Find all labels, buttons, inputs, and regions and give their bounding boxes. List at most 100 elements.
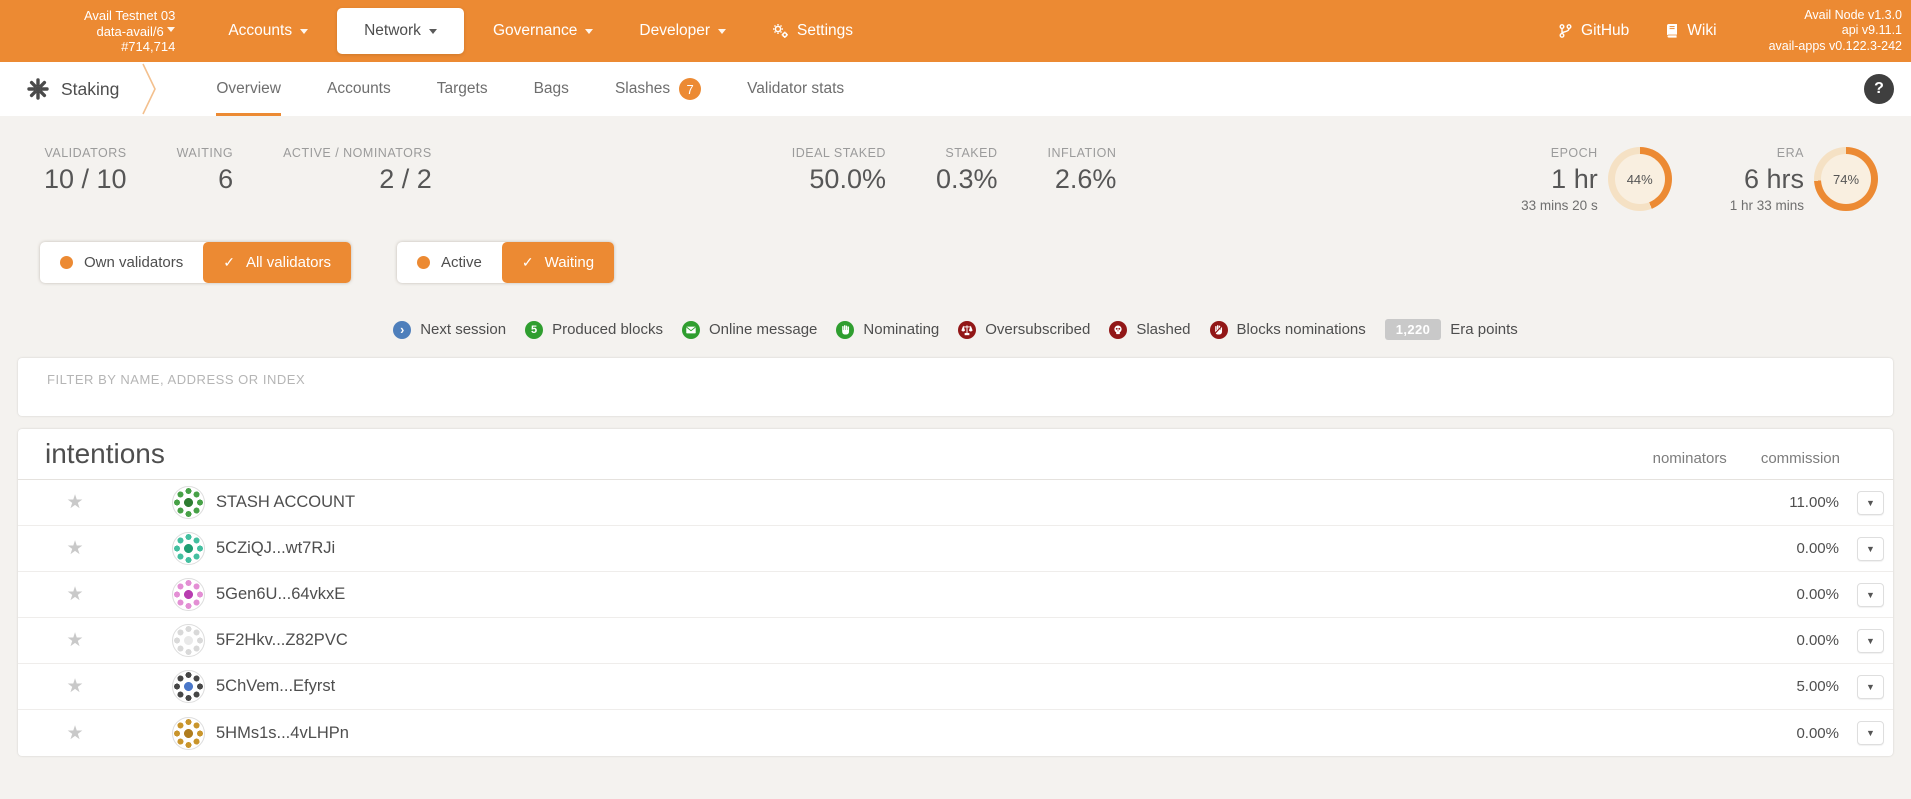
tab-accounts[interactable]: Accounts: [304, 62, 414, 116]
account-identicon[interactable]: [172, 624, 205, 658]
table-row: ★ STASH ACCOUNT 11.00% ▼: [18, 480, 1893, 527]
check-icon: ✓: [521, 254, 534, 271]
legend-blocks-nominations-label: Blocks nominations: [1236, 321, 1366, 339]
next-session-icon: ›: [393, 320, 412, 339]
account-identicon[interactable]: [172, 578, 205, 612]
legend-produced-blocks-label: Produced blocks: [552, 321, 663, 339]
favorite-star-icon[interactable]: ★: [66, 538, 84, 560]
identicon-image: [172, 532, 205, 566]
caret-down-icon: ▼: [1866, 681, 1875, 692]
expand-row-button[interactable]: ▼: [1857, 490, 1884, 515]
account-name[interactable]: 5ChVem...Efyrst: [216, 677, 336, 696]
account-identicon[interactable]: [172, 716, 205, 750]
epoch-timer: EPOCH 1 hr 33 mins 20 s 44%: [1521, 146, 1672, 213]
account-identicon[interactable]: [172, 486, 205, 520]
favorite-star-icon[interactable]: ★: [66, 676, 84, 698]
nav-accounts-label: Accounts: [228, 22, 293, 39]
stat-validators: VALIDATORS 10 / 10: [44, 146, 127, 195]
legend-next-session-label: Next session: [420, 321, 507, 339]
account-name[interactable]: STASH ACCOUNT: [216, 493, 356, 512]
apps-version: avail-apps v0.122.3-242: [1768, 38, 1902, 53]
stat-ideal-staked-label: IDEAL STAKED: [791, 146, 886, 160]
tab-slashes[interactable]: Slashes 7: [592, 62, 724, 116]
expand-row-button[interactable]: ▼: [1857, 582, 1884, 607]
chain-selector[interactable]: Avail Testnet 03 data-avail/6 #714,714: [84, 8, 176, 54]
table-row: ★ 5Gen6U...64vkxE 0.00% ▼: [18, 572, 1893, 619]
nav-settings-label: Settings: [797, 22, 854, 39]
own-validators-toggle[interactable]: Own validators: [40, 242, 203, 283]
stat-waiting-value: 6: [218, 164, 234, 194]
account-name[interactable]: 5HMs1s...4vLHPn: [216, 723, 349, 742]
tab-bags[interactable]: Bags: [511, 62, 592, 116]
era-timer: ERA 6 hrs 1 hr 33 mins 74%: [1730, 146, 1878, 213]
favorite-star-icon[interactable]: ★: [66, 584, 84, 606]
api-version: api v9.11.1: [1841, 23, 1902, 38]
tab-targets[interactable]: Targets: [414, 62, 511, 116]
expand-row-button[interactable]: ▼: [1857, 628, 1884, 653]
tab-targets-label: Targets: [436, 80, 488, 97]
epoch-percent: 44%: [1626, 171, 1653, 187]
waiting-toggle[interactable]: ✓ Waiting: [501, 242, 615, 284]
wiki-label: Wiki: [1687, 22, 1717, 39]
nav-governance[interactable]: Governance: [470, 0, 616, 62]
status-legend: › Next session 5 Produced blocks Online …: [0, 319, 1911, 341]
era-points-badge: 1,220: [1384, 319, 1442, 341]
column-commission: commission: [1760, 450, 1840, 468]
nav-accounts[interactable]: Accounts: [205, 0, 331, 62]
nav-network[interactable]: Network: [337, 8, 464, 54]
account-name[interactable]: 5CZiQJ...wt7RJi: [216, 539, 336, 558]
stat-validators-value: 10 / 10: [44, 164, 127, 194]
legend-slashed: Slashed: [1109, 320, 1191, 339]
stat-waiting: WAITING 6: [177, 146, 234, 195]
table-row: ★ 5CZiQJ...wt7RJi 0.00% ▼: [18, 526, 1893, 573]
commission-value: 0.00%: [1796, 724, 1839, 742]
caret-down-icon: ▼: [1866, 635, 1875, 646]
favorite-star-icon[interactable]: ★: [66, 722, 84, 744]
intentions-table: intentions nominators commission ★ STASH…: [18, 429, 1893, 757]
expand-row-button[interactable]: ▼: [1857, 536, 1884, 561]
expand-row-button[interactable]: ▼: [1857, 674, 1884, 699]
identicon-image: [172, 486, 205, 520]
account-identicon[interactable]: [172, 670, 205, 704]
legend-online-message: Online message: [681, 320, 817, 339]
era-progress-donut: 74%: [1814, 147, 1878, 211]
filter-input[interactable]: [45, 371, 1866, 389]
filter-toggles: Own validators ✓ All validators Active ✓…: [40, 242, 1911, 284]
favorite-star-icon[interactable]: ★: [66, 492, 84, 514]
favorite-star-icon[interactable]: ★: [66, 630, 84, 652]
nav-settings[interactable]: Settings: [749, 0, 876, 62]
top-header: Avail Testnet 03 data-avail/6 #714,714 A…: [0, 0, 1911, 62]
check-icon: ✓: [223, 254, 235, 271]
main-nav: Accounts Network Governance Developer: [205, 0, 876, 62]
account-identicon[interactable]: [172, 532, 205, 566]
expand-row-button[interactable]: ▼: [1857, 721, 1884, 746]
tab-validator-stats[interactable]: Validator stats: [724, 62, 867, 116]
era-remaining: 1 hr 33 mins: [1729, 198, 1804, 214]
nav-developer[interactable]: Developer: [616, 0, 749, 62]
stat-waiting-label: WAITING: [176, 146, 234, 160]
column-nominators: nominators: [1652, 450, 1727, 468]
tab-accounts-label: Accounts: [326, 80, 391, 97]
commission-value: 0.00%: [1796, 540, 1839, 558]
waiting-toggle-label: Waiting: [544, 254, 595, 272]
legend-nominating: Nominating: [836, 320, 940, 339]
legend-nominating-label: Nominating: [863, 321, 940, 339]
chevron-down-icon: [585, 28, 594, 38]
produced-blocks-icon: 5: [525, 320, 544, 339]
table-title: intentions: [45, 438, 165, 470]
slashes-count-badge: 7: [679, 78, 702, 100]
account-name[interactable]: 5Gen6U...64vkxE: [216, 585, 346, 604]
github-link[interactable]: GitHub: [1544, 22, 1643, 40]
caret-down-icon: ▼: [1866, 543, 1875, 554]
help-button[interactable]: ?: [1864, 74, 1894, 104]
all-validators-toggle[interactable]: ✓ All validators: [203, 242, 351, 284]
stat-inflation: INFLATION 2.6%: [1048, 146, 1117, 195]
tab-overview[interactable]: Overview: [193, 62, 304, 116]
identicon-image: [172, 670, 205, 704]
chevron-right-icon: ›: [400, 322, 405, 337]
commission-value: 0.00%: [1796, 632, 1839, 650]
active-toggle[interactable]: Active: [397, 242, 502, 283]
wiki-link[interactable]: Wiki: [1651, 22, 1730, 40]
account-name[interactable]: 5F2Hkv...Z82PVC: [216, 631, 348, 650]
tab-bar: Staking Overview Accounts Targets Bags S…: [0, 62, 1911, 116]
